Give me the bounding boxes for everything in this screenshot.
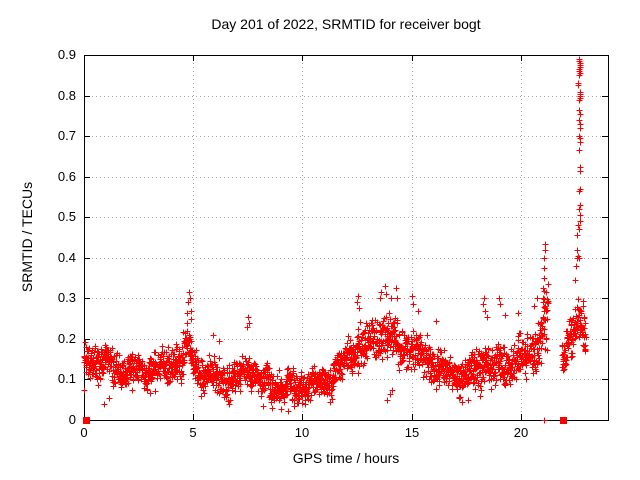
y-tick-label: 0.8 bbox=[57, 88, 76, 103]
x-axis-label: GPS time / hours bbox=[292, 450, 400, 466]
y-tick-label: 0.2 bbox=[57, 331, 76, 346]
x-tick-label: 15 bbox=[404, 425, 420, 440]
chart-title: Day 201 of 2022, SRMTID for receiver bog… bbox=[211, 16, 481, 32]
y-tick-label: 0.1 bbox=[57, 371, 76, 386]
x-tick-label: 10 bbox=[294, 425, 310, 440]
y-tick-label: 0.9 bbox=[57, 47, 76, 62]
y-tick-label: 0.5 bbox=[57, 209, 76, 224]
x-tick-label: 0 bbox=[80, 425, 88, 440]
scatter-points bbox=[81, 56, 590, 424]
y-tick-label: 0.4 bbox=[57, 250, 76, 265]
y-tick-label: 0.3 bbox=[57, 290, 76, 305]
zero-square-markers bbox=[83, 417, 567, 424]
y-tick-label: 0.6 bbox=[57, 169, 76, 184]
y-tick-label: 0 bbox=[68, 412, 76, 427]
plot-border bbox=[84, 55, 609, 421]
x-tick-label: 20 bbox=[513, 425, 529, 440]
y-tick-label: 0.7 bbox=[57, 128, 76, 143]
x-tick-label: 5 bbox=[189, 425, 197, 440]
